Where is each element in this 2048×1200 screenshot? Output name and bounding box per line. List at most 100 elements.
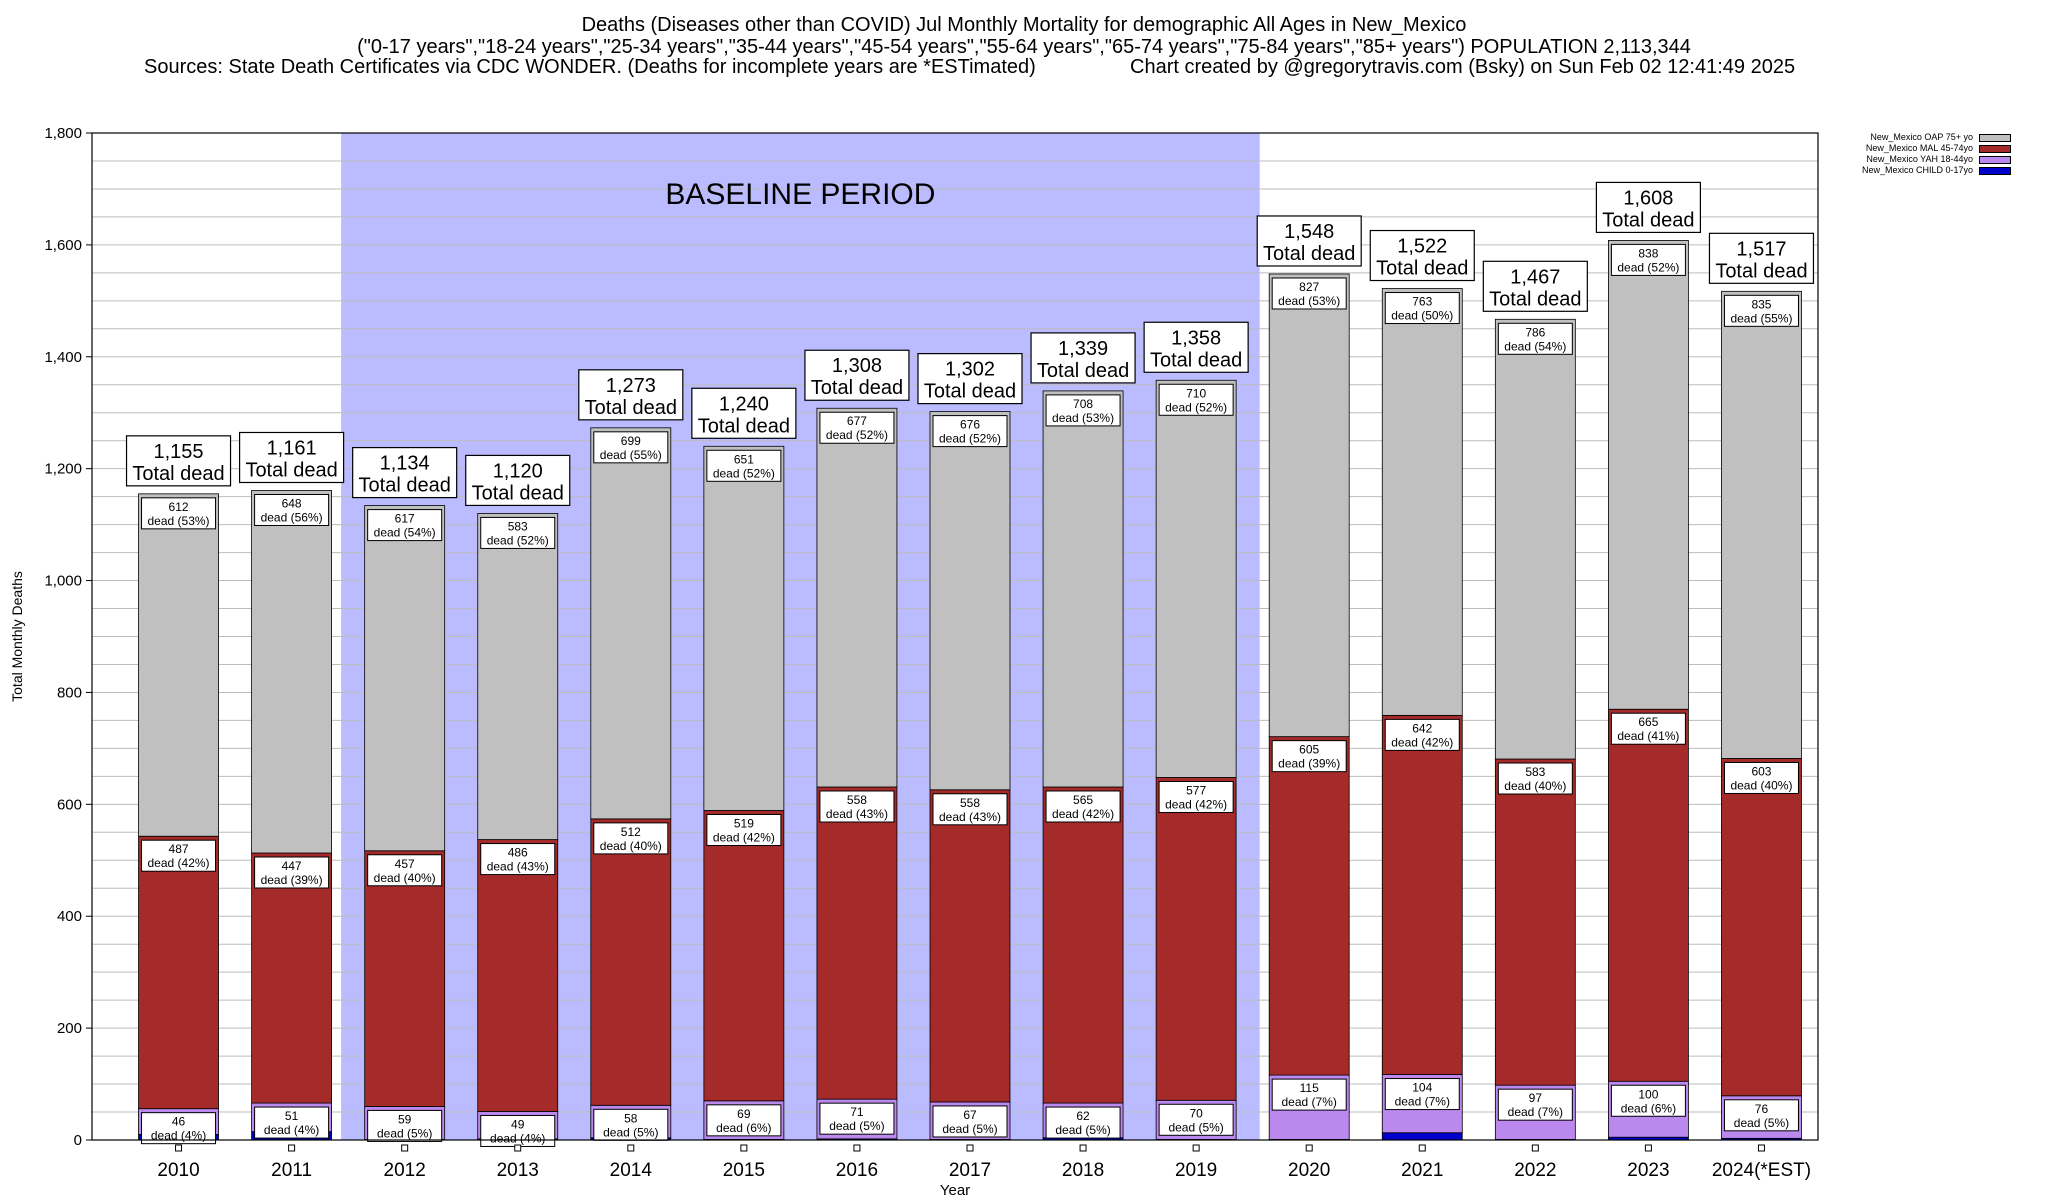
bar-segment (703, 810, 785, 1102)
bar-segment (477, 513, 559, 840)
x-marker (740, 1144, 748, 1152)
segment-label-box (1271, 1078, 1347, 1111)
segment-label-percent: dead (42%) (1165, 797, 1227, 811)
bar-segment (1608, 708, 1689, 1082)
x-axis-title: Year (940, 1182, 970, 1199)
chart-subtitle: ("0-17 years","18-24 years","25-34 years… (357, 36, 1691, 58)
segment-label-box (367, 509, 443, 542)
segment-label-percent: dead (7%) (1395, 1095, 1450, 1109)
segment-label-value: 59 (398, 1112, 412, 1126)
segment-label-value: 665 (1638, 715, 1658, 729)
segment-label-value: 487 (169, 842, 189, 856)
total-label-value: 1,522 (1397, 236, 1447, 258)
segment-label-percent: dead (52%) (1617, 260, 1679, 274)
x-marker (627, 1144, 635, 1152)
segment-label-value: 70 (1189, 1106, 1203, 1120)
x-tick-label: 2022 (1514, 1160, 1556, 1181)
segment-label-percent: dead (52%) (487, 533, 549, 547)
total-label-caption: Total dead (1602, 209, 1694, 231)
y-tick-label: 1,400 (44, 349, 82, 366)
segment-label-percent: dead (53%) (148, 514, 210, 528)
legend-label-oap: New_Mexico OAP 75+ yo (1870, 132, 1974, 142)
total-label-caption: Total dead (1715, 260, 1807, 282)
baseline-period-label: BASELINE PERIOD (665, 178, 935, 211)
segment-label-value: 617 (395, 512, 415, 526)
segment-label-value: 827 (1299, 280, 1319, 294)
segment-label-box (593, 1108, 669, 1141)
x-marker (1079, 1144, 1087, 1152)
segment-label-box (480, 516, 556, 549)
total-label-caption: Total dead (698, 415, 790, 437)
bar-segment (364, 850, 446, 1107)
segment-label-box (706, 1104, 782, 1137)
bar-segment (1381, 1132, 1463, 1141)
chart-credit: Chart created by @gregorytravis.com (Bsk… (1130, 56, 1796, 78)
total-label-caption: Total dead (1150, 349, 1242, 371)
total-label-box (1256, 215, 1362, 267)
total-label-caption: Total dead (1263, 243, 1355, 265)
total-label-caption: Total dead (359, 475, 451, 497)
legend-swatch-mal (1979, 144, 2012, 153)
segment-label-percent: dead (43%) (487, 860, 549, 874)
x-tick-label: 2023 (1627, 1160, 1669, 1181)
total-label-value: 1,273 (606, 375, 656, 397)
x-tick-label: 2017 (949, 1160, 991, 1181)
segment-label-value: 58 (624, 1111, 638, 1125)
x-tick-label: 2013 (497, 1160, 539, 1181)
legend-swatch-child (1979, 166, 2012, 175)
total-label-caption: Total dead (1376, 258, 1468, 280)
segment-label-value: 677 (847, 414, 867, 428)
x-marker (175, 1144, 183, 1152)
legend-swatch-yah (1979, 155, 2012, 164)
bar-segment (1042, 786, 1124, 1104)
segment-label-value: 583 (508, 519, 528, 533)
total-label-value: 1,120 (493, 460, 543, 482)
bar-segment (816, 407, 898, 788)
x-marker (514, 1144, 522, 1152)
total-label-caption: Total dead (585, 397, 677, 419)
segment-label-box (1384, 1078, 1460, 1111)
total-label-box (691, 387, 797, 439)
segment-label-value: 69 (737, 1107, 751, 1121)
segment-label-percent: dead (5%) (1168, 1120, 1223, 1134)
bar-segment (816, 786, 898, 1100)
segment-label-percent: dead (52%) (939, 432, 1001, 446)
segment-label-value: 512 (621, 825, 641, 839)
segment-label-percent: dead (43%) (826, 807, 888, 821)
segment-label-percent: dead (40%) (600, 839, 662, 853)
segment-label-box (1045, 790, 1121, 823)
bar-segment (1268, 736, 1350, 1076)
total-label-box (1369, 229, 1475, 282)
segment-label-value: 838 (1638, 246, 1658, 260)
segment-label-percent: dead (6%) (1621, 1101, 1676, 1115)
segment-label-percent: dead (7%) (1508, 1105, 1563, 1119)
y-tick-label: 800 (57, 684, 82, 701)
total-label-value: 1,467 (1510, 266, 1560, 288)
segment-label-percent: dead (5%) (377, 1126, 432, 1140)
segment-label-value: 565 (1073, 793, 1093, 807)
total-label-value: 1,548 (1284, 221, 1334, 243)
segment-label-value: 67 (963, 1108, 977, 1122)
bar-segment (1155, 379, 1237, 778)
segment-label-box (1271, 277, 1347, 310)
x-tick-label: 2020 (1288, 1160, 1330, 1181)
bar-segment (703, 445, 785, 811)
segment-label-percent: dead (7%) (1282, 1095, 1337, 1109)
segment-label-box (254, 1106, 330, 1139)
segment-label-value: 519 (734, 816, 754, 830)
segment-label-value: 642 (1412, 721, 1432, 735)
segment-label-percent: dead (53%) (1278, 294, 1340, 308)
segment-label-value: 676 (960, 418, 980, 432)
legend-item-yah: New_Mexico YAH 18-44yo (1862, 154, 2012, 165)
segment-label-percent: dead (5%) (829, 1119, 884, 1133)
bar-segment (1268, 273, 1350, 738)
segment-label-value: 605 (1299, 743, 1319, 757)
total-label-box (578, 369, 684, 421)
segment-label-box (1045, 1106, 1121, 1139)
segment-label-value: 612 (169, 500, 189, 514)
segment-label-box (1497, 322, 1573, 355)
segment-label-box (932, 415, 1008, 448)
segment-label-percent: dead (4%) (151, 1129, 206, 1143)
x-tick-label: 2018 (1062, 1160, 1104, 1181)
x-marker (1757, 1144, 1765, 1152)
